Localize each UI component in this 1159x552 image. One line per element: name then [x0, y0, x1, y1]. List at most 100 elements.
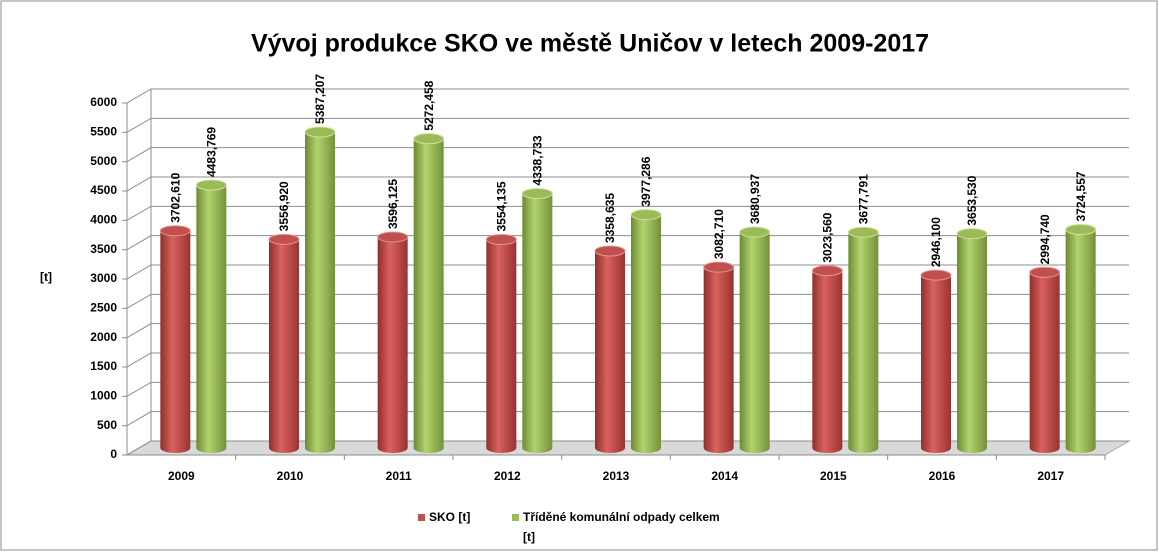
data-label: 4483,769 [205, 127, 219, 177]
bar-top [630, 209, 662, 221]
y-tick-label: 2500 [90, 301, 117, 315]
bar-body [522, 193, 553, 448]
bar [304, 126, 336, 453]
bar [594, 245, 626, 453]
bar-top [195, 179, 227, 191]
bar-body [305, 131, 335, 449]
x-tick-label: 2009 [168, 469, 195, 483]
bar-top [703, 261, 735, 273]
bar-top [304, 126, 336, 138]
bar-top [1065, 223, 1097, 235]
bar [956, 228, 988, 453]
data-label: 3702,610 [169, 172, 183, 222]
bar-body [957, 233, 987, 448]
bar [413, 133, 445, 453]
bar-body [739, 232, 770, 448]
bar-top [268, 233, 300, 245]
x-tick-label: 2013 [603, 469, 630, 483]
x-tick-label: 2015 [820, 469, 847, 483]
y-tick-label: 5000 [90, 154, 117, 168]
bar [268, 233, 300, 453]
bar-body [1065, 229, 1096, 448]
y-axis-label: [t] [40, 270, 52, 284]
bar-body [595, 250, 625, 448]
bar-top [1029, 266, 1061, 278]
bar [377, 231, 409, 453]
bar [847, 226, 879, 453]
y-tick-label: 0 [110, 447, 117, 461]
bar-body [160, 230, 191, 448]
data-label: 4338,733 [531, 135, 545, 185]
x-tick-label: 2016 [929, 469, 956, 483]
data-label: 5387,207 [313, 74, 327, 124]
y-tick-label: 3000 [90, 271, 117, 285]
data-label: 3724,557 [1074, 171, 1088, 221]
bar [703, 261, 735, 453]
y-tick-label: 1500 [90, 359, 117, 373]
legend-swatch [512, 514, 519, 521]
bar-top [811, 265, 843, 277]
bar-top [956, 228, 988, 240]
y-tick-label: 3500 [90, 242, 117, 256]
y-tick-label: 1000 [90, 389, 117, 403]
bar [739, 226, 771, 453]
bar [195, 179, 227, 453]
x-tick-label: 2017 [1037, 469, 1064, 483]
bar-body [486, 239, 517, 448]
bar-top [594, 245, 626, 257]
x-tick-label: 2010 [277, 469, 304, 483]
data-label: 2946,100 [929, 217, 943, 267]
bar-body [812, 270, 843, 448]
bar-top [847, 226, 879, 238]
bar-body [413, 138, 444, 448]
data-label: 3358,635 [603, 193, 617, 243]
legend-swatch [418, 514, 425, 521]
y-tick-label: 5500 [90, 125, 117, 139]
bar [630, 209, 662, 453]
bar-top [739, 226, 771, 238]
data-label: 3680,937 [748, 174, 762, 224]
data-label: 3556,920 [277, 181, 291, 231]
data-label: 3653,530 [965, 175, 979, 225]
bar [159, 225, 191, 453]
x-tick-label: 2011 [386, 469, 412, 483]
y-tick-label: 6000 [90, 95, 117, 109]
legend-label: Tříděné komunální odpady celkem [t] [523, 510, 720, 544]
y-tick-label: 4000 [90, 213, 117, 227]
bar-body [921, 275, 951, 448]
bar-body [848, 232, 879, 448]
bar [1029, 266, 1061, 453]
legend-label: SKO [t] [429, 510, 471, 524]
bar [811, 265, 843, 453]
bar-top [920, 269, 952, 281]
y-tick-label: 500 [97, 418, 117, 432]
chart-title: Vývoj produkce SKO ve městě Uničov v let… [251, 30, 929, 58]
data-label: 3082,710 [712, 209, 726, 259]
bar-body [269, 239, 299, 448]
data-label: 2994,740 [1038, 214, 1052, 264]
x-tick-label: 2014 [711, 469, 738, 483]
bar [920, 269, 952, 453]
bar-body [377, 237, 408, 448]
bar-body [631, 214, 661, 448]
bar-top [521, 187, 553, 199]
data-label: 3596,125 [386, 179, 400, 229]
x-tick-label: 2012 [494, 469, 521, 483]
bar-top [485, 233, 517, 245]
bar-top [413, 133, 445, 145]
y-tick-label: 4500 [90, 183, 117, 197]
data-label: 3554,135 [495, 181, 509, 231]
bar-body [196, 184, 227, 449]
bar-body [1029, 272, 1060, 448]
bar [485, 233, 517, 453]
data-label: 3677,791 [857, 174, 871, 224]
data-label: 3023,560 [821, 212, 835, 262]
data-label: 5272,458 [422, 80, 436, 130]
y-tick-label: 2000 [90, 330, 117, 344]
bar-top [377, 231, 409, 243]
bar [1065, 223, 1097, 453]
data-label: 3977,286 [639, 156, 653, 206]
bar-body [703, 267, 734, 448]
